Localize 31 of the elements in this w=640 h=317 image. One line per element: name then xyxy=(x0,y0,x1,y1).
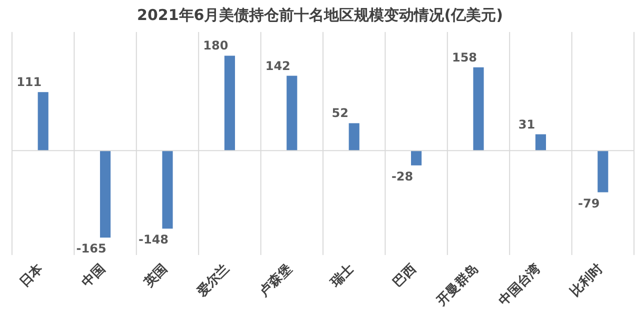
x-tick-label: 比利时 xyxy=(567,260,606,300)
bar xyxy=(473,67,484,151)
bar xyxy=(535,134,546,151)
bar xyxy=(224,56,235,151)
data-label: 158 xyxy=(452,50,478,64)
x-tick-label: 巴西 xyxy=(390,261,420,290)
bar xyxy=(162,150,173,229)
data-label: 52 xyxy=(332,106,348,120)
data-label: 111 xyxy=(16,75,42,90)
data-label: -79 xyxy=(578,196,600,210)
bar xyxy=(286,76,298,151)
x-tick-label: 卢森堡 xyxy=(256,261,295,300)
x-tick-label: 中国 xyxy=(79,261,108,290)
bar xyxy=(348,123,360,151)
x-tick-label: 日本 xyxy=(17,260,47,290)
data-label: -148 xyxy=(138,232,169,247)
x-tick-label: 开曼群岛 xyxy=(433,261,482,310)
bar xyxy=(598,150,608,192)
data-label: -165 xyxy=(76,242,106,256)
bar xyxy=(38,92,48,151)
data-label: 180 xyxy=(203,38,228,53)
bar xyxy=(100,150,111,238)
x-tick-label: 瑞士 xyxy=(327,261,358,292)
x-tick-label: 英国 xyxy=(140,261,171,292)
data-label: 31 xyxy=(518,117,536,132)
x-tick-label: 中国台湾 xyxy=(496,260,544,309)
x-tick-label: 爱尔兰 xyxy=(193,260,233,300)
data-label: -28 xyxy=(391,169,414,184)
data-label: 142 xyxy=(265,58,290,73)
bar xyxy=(411,150,422,166)
chart-title: 2021年6月美债持仓前十名地区规模变动情况(亿美元) xyxy=(137,6,503,24)
